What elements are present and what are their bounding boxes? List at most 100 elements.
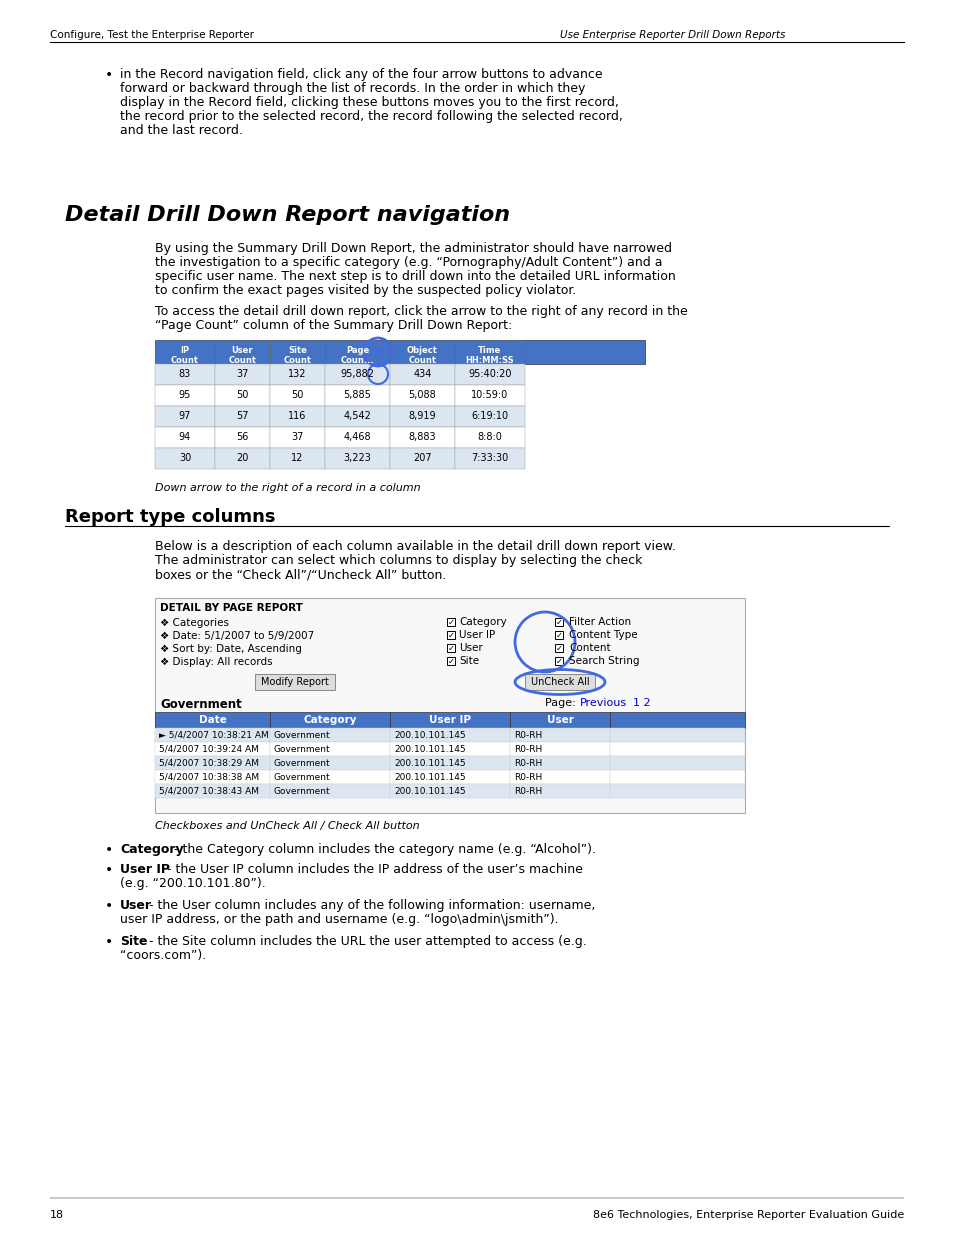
- Text: Site: Site: [120, 935, 148, 948]
- Bar: [447, 618, 455, 626]
- Text: Category: Category: [120, 844, 183, 856]
- Bar: [154, 364, 214, 385]
- Bar: [154, 756, 270, 769]
- Text: 30: 30: [178, 453, 191, 463]
- Text: 200.10.101.145: 200.10.101.145: [394, 730, 465, 740]
- Text: 5/4/2007 10:39:24 AM: 5/4/2007 10:39:24 AM: [159, 745, 258, 753]
- Text: specific user name. The next step is to drill down into the detailed URL informa: specific user name. The next step is to …: [154, 270, 675, 283]
- Bar: [510, 742, 609, 756]
- Text: 3,223: 3,223: [343, 453, 371, 463]
- Text: display in the Record field, clicking these buttons moves you to the first recor: display in the Record field, clicking th…: [120, 96, 618, 109]
- Text: 12: 12: [291, 453, 303, 463]
- Text: 18: 18: [50, 1210, 64, 1220]
- Text: 200.10.101.145: 200.10.101.145: [394, 787, 465, 795]
- Bar: [154, 406, 214, 427]
- Text: 5/4/2007 10:38:29 AM: 5/4/2007 10:38:29 AM: [159, 758, 258, 767]
- Bar: [214, 406, 270, 427]
- Text: Checkboxes and UnCheck All / Check All button: Checkboxes and UnCheck All / Check All b…: [154, 821, 419, 831]
- Text: ❖ Display: All records: ❖ Display: All records: [160, 657, 273, 667]
- Text: Government: Government: [274, 730, 331, 740]
- Bar: [325, 406, 390, 427]
- Text: Category: Category: [303, 715, 356, 725]
- Bar: [555, 618, 562, 626]
- Bar: [154, 742, 270, 756]
- Bar: [510, 727, 609, 742]
- Bar: [154, 385, 214, 406]
- Text: 50: 50: [291, 390, 303, 400]
- Bar: [447, 643, 455, 652]
- Text: User IP: User IP: [458, 630, 495, 640]
- Text: Site: Site: [288, 346, 307, 354]
- Bar: [270, 769, 390, 784]
- Text: Government: Government: [274, 758, 331, 767]
- Text: the record prior to the selected record, the record following the selected recor: the record prior to the selected record,…: [120, 110, 622, 124]
- Bar: [524, 674, 595, 690]
- Bar: [270, 385, 325, 406]
- Bar: [447, 657, 455, 664]
- Text: Date: Date: [198, 715, 226, 725]
- Text: 50: 50: [236, 390, 249, 400]
- Bar: [390, 784, 510, 798]
- Bar: [609, 784, 744, 798]
- Bar: [390, 364, 455, 385]
- Bar: [455, 385, 524, 406]
- Text: Count: Count: [408, 356, 436, 366]
- Text: 95: 95: [178, 390, 191, 400]
- Bar: [214, 427, 270, 448]
- Bar: [214, 385, 270, 406]
- Text: UnCheck All: UnCheck All: [530, 677, 589, 687]
- Text: 83: 83: [178, 369, 191, 379]
- Bar: [154, 713, 270, 727]
- Text: ❖ Sort by: Date, Ascending: ❖ Sort by: Date, Ascending: [160, 643, 301, 655]
- Text: 4,542: 4,542: [343, 411, 371, 421]
- Text: “coors.com”).: “coors.com”).: [120, 948, 206, 962]
- Bar: [270, 727, 390, 742]
- Bar: [609, 742, 744, 756]
- Text: User: User: [232, 346, 253, 354]
- Text: 37: 37: [236, 369, 249, 379]
- Text: ❖ Date: 5/1/2007 to 5/9/2007: ❖ Date: 5/1/2007 to 5/9/2007: [160, 631, 314, 641]
- Text: ✓: ✓: [555, 618, 562, 626]
- Bar: [555, 631, 562, 638]
- Text: 6:19:10: 6:19:10: [471, 411, 508, 421]
- Bar: [447, 631, 455, 638]
- Text: •: •: [105, 935, 113, 948]
- Text: R0-RH: R0-RH: [514, 758, 541, 767]
- Text: User: User: [120, 899, 152, 911]
- Bar: [270, 742, 390, 756]
- Bar: [510, 784, 609, 798]
- Text: forward or backward through the list of records. In the order in which they: forward or backward through the list of …: [120, 82, 585, 95]
- Text: ✓: ✓: [447, 657, 454, 666]
- Bar: [390, 742, 510, 756]
- Bar: [609, 713, 744, 727]
- Text: in the Record navigation field, click any of the four arrow buttons to advance: in the Record navigation field, click an…: [120, 68, 602, 82]
- Text: R0-RH: R0-RH: [514, 730, 541, 740]
- Text: ✓: ✓: [555, 643, 562, 652]
- Bar: [510, 756, 609, 769]
- Text: 5,088: 5,088: [408, 390, 436, 400]
- Text: ❖ Categories: ❖ Categories: [160, 618, 229, 629]
- Bar: [154, 727, 270, 742]
- Text: Site: Site: [458, 656, 478, 666]
- Bar: [214, 364, 270, 385]
- Text: Government: Government: [274, 773, 331, 782]
- Bar: [270, 406, 325, 427]
- Bar: [455, 364, 524, 385]
- Text: 20: 20: [236, 453, 249, 463]
- Text: Page: Page: [346, 346, 369, 354]
- Bar: [390, 427, 455, 448]
- Text: Detail Drill Down Report navigation: Detail Drill Down Report navigation: [65, 205, 510, 225]
- Text: •: •: [105, 844, 113, 857]
- Bar: [390, 448, 455, 469]
- Text: boxes or the “Check All”/“Uncheck All” button.: boxes or the “Check All”/“Uncheck All” b…: [154, 568, 446, 580]
- Text: Configure, Test the Enterprise Reporter: Configure, Test the Enterprise Reporter: [50, 30, 253, 40]
- Text: •: •: [105, 863, 113, 877]
- Bar: [555, 643, 562, 652]
- Text: Report type columns: Report type columns: [65, 508, 275, 526]
- Text: By using the Summary Drill Down Report, the administrator should have narrowed: By using the Summary Drill Down Report, …: [154, 242, 671, 254]
- Bar: [390, 340, 455, 364]
- Text: To access the detail drill down report, click the arrow to the right of any reco: To access the detail drill down report, …: [154, 305, 687, 317]
- Text: to confirm the exact pages visited by the suspected policy violator.: to confirm the exact pages visited by th…: [154, 284, 576, 296]
- Text: R0-RH: R0-RH: [514, 745, 541, 753]
- Bar: [270, 448, 325, 469]
